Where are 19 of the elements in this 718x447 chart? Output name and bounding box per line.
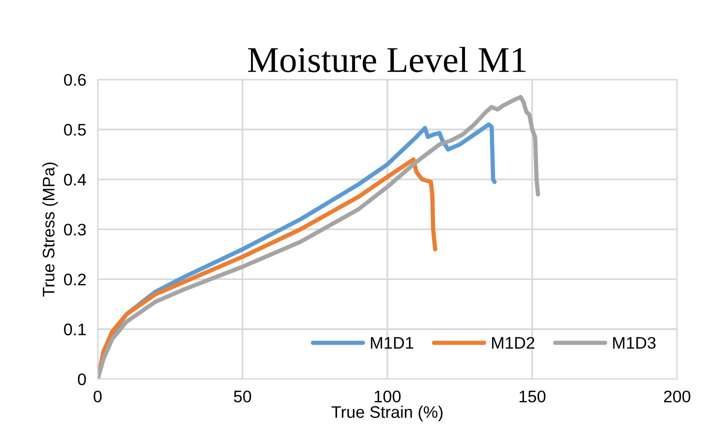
y-tick-label: 0.5 (64, 124, 86, 136)
y-tick-label: 0.6 (64, 74, 86, 86)
y-tick-label: 0.3 (64, 224, 86, 236)
line-series (98, 94, 540, 380)
x-axis-title: True Strain (%) (332, 406, 443, 422)
legend-label: M1D1 (370, 337, 414, 349)
legend-label: M1D3 (613, 336, 656, 349)
chart-title: Moisture Level M1 (248, 46, 526, 72)
x-tick-label: 150 (520, 390, 546, 402)
x-tick-label: 200 (664, 390, 690, 402)
x-tick-label: 50 (234, 390, 252, 402)
legend-label: M1D2 (492, 336, 534, 349)
y-tick-label: 0 (78, 373, 86, 386)
y-tick-label: 0.4 (64, 174, 86, 186)
x-tick-label: 0 (94, 390, 102, 402)
y-tick-label: 0.1 (64, 324, 86, 336)
y-tick-label: 0.2 (64, 274, 86, 286)
x-tick-label: 100 (374, 390, 401, 402)
y-axis-title: True Stress (MPa) (42, 162, 58, 297)
